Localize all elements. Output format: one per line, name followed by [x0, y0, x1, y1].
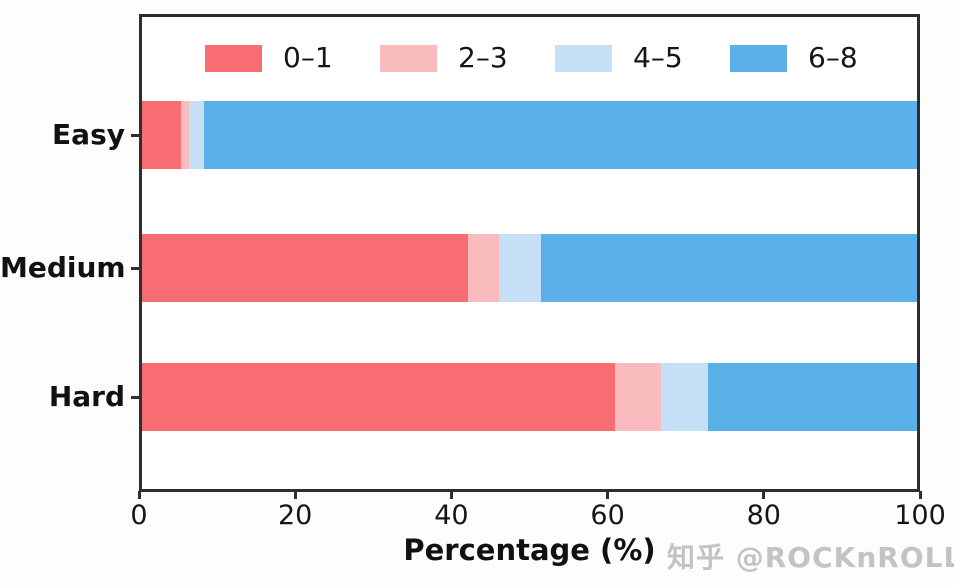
x-axis-tick [606, 491, 610, 499]
bar-row-easy [142, 101, 917, 169]
bar-segment-easy-4-5 [188, 101, 204, 169]
legend-item-2-3: 2–3 [380, 43, 508, 73]
legend-swatch-2-3 [380, 44, 437, 72]
x-axis-tick [137, 491, 141, 499]
bar-segment-medium-6-8 [541, 234, 917, 302]
x-axis-tick-label: 100 [894, 500, 946, 531]
bar-segment-hard-6-8 [707, 363, 917, 431]
legend-label-4-5: 4–5 [633, 41, 683, 74]
y-axis-tick [131, 134, 139, 137]
legend-item-4-5: 4–5 [555, 43, 683, 73]
legend-swatch-6-8 [730, 44, 787, 72]
y-axis-tick [131, 396, 139, 399]
bar-row-hard [142, 363, 917, 431]
x-axis-tick-label: 20 [278, 500, 313, 531]
y-axis-label-hard: Hard [48, 380, 125, 413]
bar-segment-easy-0-1 [142, 101, 181, 169]
legend-label-6-8: 6–8 [808, 41, 858, 74]
bar-segment-hard-4-5 [661, 363, 708, 431]
legend-item-6-8: 6–8 [730, 43, 858, 73]
bar-segment-medium-0-1 [142, 234, 468, 302]
bar-segment-hard-0-1 [142, 363, 615, 431]
legend-swatch-4-5 [555, 44, 612, 72]
bar-segment-easy-2-3 [180, 101, 189, 169]
x-axis-tick-label: 40 [434, 500, 469, 531]
x-axis-tick [449, 491, 453, 499]
legend-swatch-0-1 [205, 44, 262, 72]
bar-segment-medium-2-3 [467, 234, 499, 302]
legend-label-0-1: 0–1 [283, 41, 333, 74]
bar-segment-hard-2-3 [614, 363, 662, 431]
x-axis-tick [918, 491, 922, 499]
y-axis-label-medium: Medium [0, 251, 126, 284]
x-axis-title: Percentage (%) [403, 533, 656, 567]
x-axis-tick-label: 80 [746, 500, 781, 531]
x-axis-tick [762, 491, 766, 499]
watermark: 知乎 @ROCKnROLL [667, 541, 954, 574]
bar-segment-medium-4-5 [498, 234, 542, 302]
bar-segment-easy-6-8 [204, 101, 917, 169]
x-axis-tick [293, 491, 297, 499]
x-axis-tick-label: 60 [590, 500, 625, 531]
legend-item-0-1: 0–1 [205, 43, 333, 73]
y-axis-label-easy: Easy [52, 118, 125, 151]
x-axis-tick-label: 0 [130, 500, 148, 531]
legend-label-2-3: 2–3 [458, 41, 508, 74]
bar-row-medium [142, 234, 917, 302]
y-axis-tick [131, 267, 139, 270]
